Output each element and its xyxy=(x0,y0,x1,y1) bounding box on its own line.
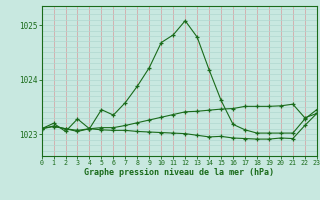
X-axis label: Graphe pression niveau de la mer (hPa): Graphe pression niveau de la mer (hPa) xyxy=(84,168,274,177)
